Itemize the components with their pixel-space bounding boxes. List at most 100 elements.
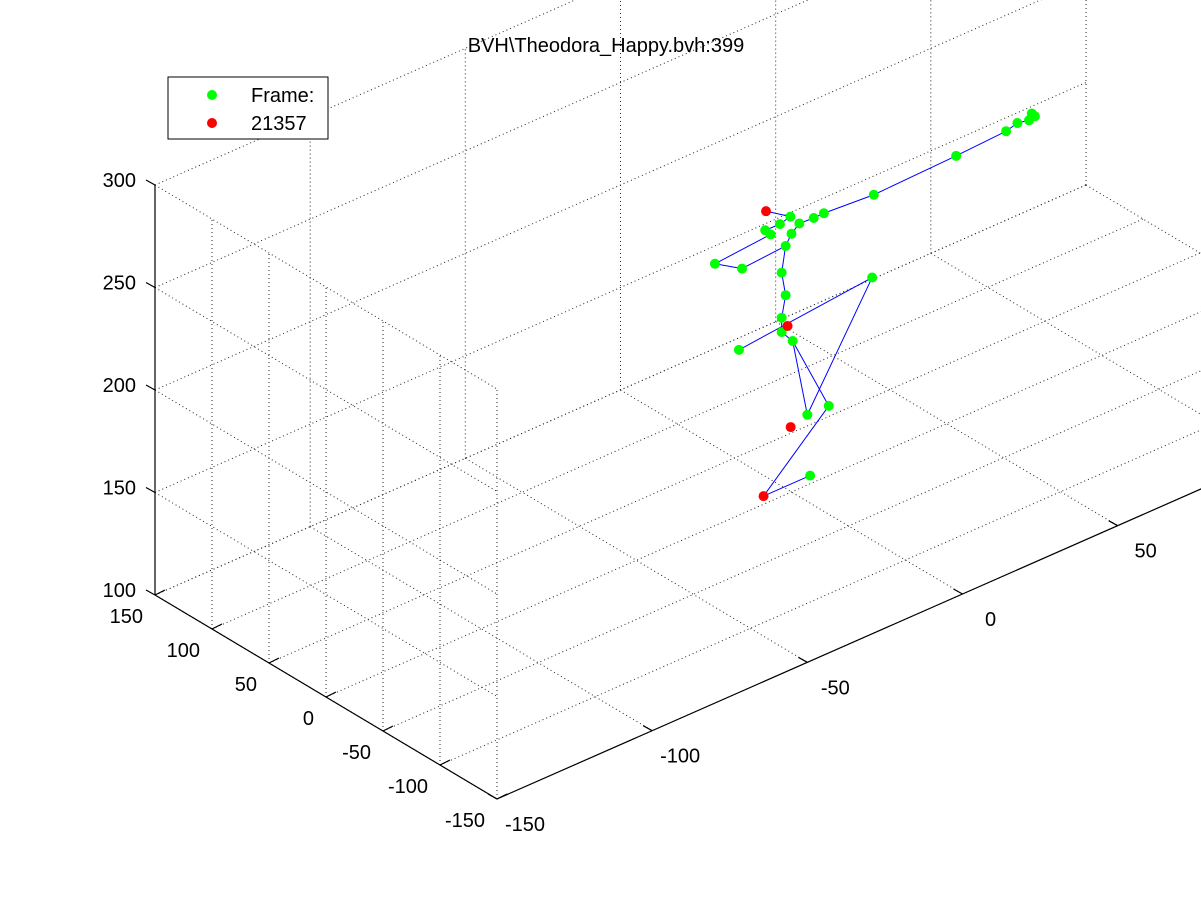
grid-line-floor-y <box>268 252 1201 664</box>
grid-line-wall-right <box>154 184 1087 596</box>
joint-point <box>760 225 771 236</box>
grid-line-floor-y <box>439 429 1201 766</box>
joint-point <box>802 409 813 420</box>
joint-point <box>786 228 797 239</box>
grid-line-floor-x <box>930 252 1201 416</box>
joint-point <box>1029 111 1040 122</box>
bone-segment <box>806 277 873 415</box>
grid-line-floor-x <box>465 457 808 663</box>
joint-point <box>776 267 787 278</box>
y-tick-label: 0 <box>303 708 314 730</box>
y-tick-label: -50 <box>342 742 371 764</box>
grid-line-wall-left <box>154 184 498 390</box>
skeleton-joints <box>709 108 1040 502</box>
bone-segment <box>738 277 873 351</box>
x-tick-label: 50 <box>1135 541 1157 563</box>
grid-line-floor-y <box>382 370 1201 732</box>
joint-point <box>787 335 798 346</box>
y-tick-mark <box>268 657 280 664</box>
axes-lines <box>145 179 1201 800</box>
bone-segment <box>792 340 808 415</box>
x-tick-mark <box>487 793 498 800</box>
joint-point <box>774 219 785 230</box>
grid-line-floor-x <box>1085 184 1201 255</box>
bone-segment <box>763 475 811 497</box>
skeleton-bones <box>714 113 1036 497</box>
y-tick-label: -150 <box>445 810 485 832</box>
bone-segment <box>741 245 786 270</box>
z-tick-mark <box>145 589 156 596</box>
x-tick-label: 0 <box>985 609 996 631</box>
joint-point <box>867 272 878 283</box>
legend-label-frame: Frame: <box>251 85 314 107</box>
y-tick-mark <box>439 759 451 766</box>
grid-line-wall-left <box>154 492 498 697</box>
y-tick-mark <box>211 623 223 630</box>
z-tick-mark <box>145 486 156 494</box>
axes-grid <box>154 0 1201 800</box>
bone-segment <box>792 340 830 407</box>
joint-point <box>794 218 805 229</box>
joint-point <box>1012 118 1023 129</box>
bone-segment <box>873 155 957 196</box>
x-tick-label: -150 <box>505 814 545 836</box>
bone-segment <box>823 194 875 214</box>
y-tick-mark <box>154 589 166 596</box>
joint-point <box>951 150 962 161</box>
joint-point <box>780 290 791 301</box>
joint-point <box>737 263 748 274</box>
y-tick-mark <box>496 793 508 800</box>
grid-line-floor-x <box>775 321 1118 527</box>
joint-point <box>776 312 787 323</box>
grid-line-floor-y <box>496 488 1201 800</box>
end-site-point <box>785 422 796 433</box>
joint-point <box>785 211 796 222</box>
x-tick-mark <box>1108 520 1118 527</box>
legend: Frame: 21357 <box>167 76 329 140</box>
x-tick-label: -100 <box>660 746 700 768</box>
z-tick-label: 250 <box>103 273 136 295</box>
grid-line-wall-right <box>154 0 1042 391</box>
chart-title: BVH\Theodora_Happy.bvh:399 <box>468 35 744 57</box>
joint-point <box>808 213 819 223</box>
joint-point <box>780 240 791 251</box>
joint-point <box>823 400 834 411</box>
grid-line-wall-right <box>154 0 810 288</box>
x-tick-mark <box>953 588 963 595</box>
bone-segment <box>714 233 771 265</box>
legend-marker-number <box>207 118 217 128</box>
z-tick-label: 150 <box>103 478 136 500</box>
y-tick-label: -100 <box>388 776 428 798</box>
x-tick-mark <box>798 656 808 663</box>
z-tick-label: 100 <box>103 580 136 602</box>
end-site-point <box>782 320 793 331</box>
grid-line-floor-y <box>325 311 1201 698</box>
y-tick-mark <box>325 691 337 698</box>
bone-segment <box>955 130 1007 157</box>
y-tick-label: 50 <box>235 674 257 696</box>
z-tick-mark <box>145 281 156 289</box>
legend-label-number: 21357 <box>251 113 307 135</box>
z-tick-label: 200 <box>103 375 136 397</box>
joint-point <box>733 344 744 355</box>
joint-point <box>818 208 829 219</box>
y-tick-label: 100 <box>167 640 200 662</box>
grid-line-wall-right <box>154 82 1087 493</box>
joint-point <box>709 258 720 269</box>
x-axis-line <box>496 488 1201 800</box>
joint-point <box>805 470 816 481</box>
joint-point <box>1001 126 1012 137</box>
grid-line-floor-x <box>309 526 653 732</box>
joint-point <box>868 189 879 200</box>
x-tick-label: -50 <box>821 677 850 699</box>
bone-segment <box>763 405 830 497</box>
z-tick-mark <box>145 384 156 391</box>
end-site-point <box>761 206 772 217</box>
x-tick-mark <box>642 725 653 732</box>
grid-line-floor-y <box>211 218 1144 630</box>
y-tick-label: 150 <box>110 606 143 628</box>
z-tick-label: 300 <box>103 170 136 192</box>
tick-labels: -150 -100 -50 0 50 100 150 -150 -100 -50 0 50 100 150… <box>103 170 1157 836</box>
y-tick-mark <box>382 725 394 732</box>
